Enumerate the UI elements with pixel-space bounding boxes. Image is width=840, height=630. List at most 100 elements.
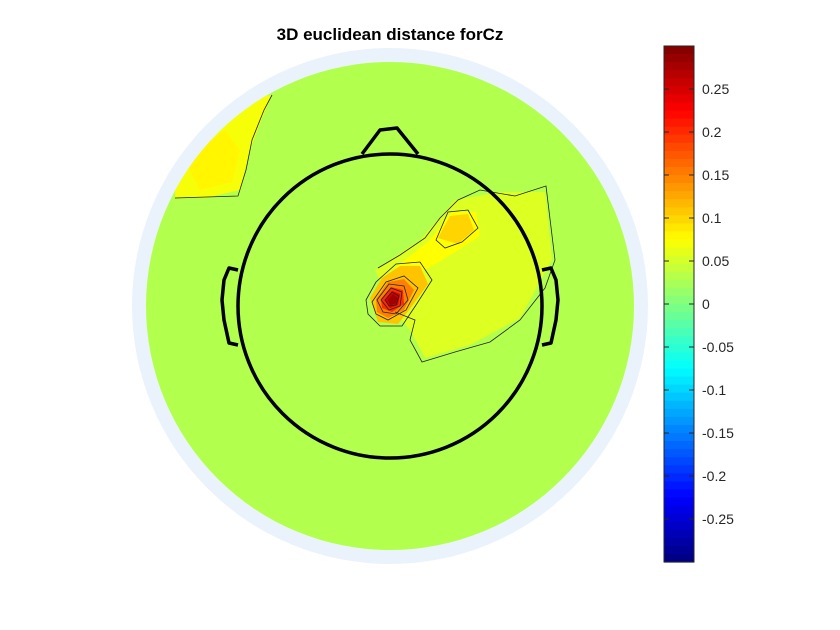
colorbar-step: [664, 497, 694, 507]
colorbar-tick-label: -0.2: [702, 468, 726, 484]
colorbar-step: [664, 70, 694, 79]
contour-right-inner: [435, 209, 479, 249]
colorbar-step: [664, 231, 694, 241]
contour-center-3: [376, 283, 409, 315]
colorbar-step: [664, 215, 694, 224]
colorbar-step: [664, 505, 694, 515]
colorbar-step: [664, 368, 694, 378]
colorbar-step: [664, 392, 694, 402]
contour-center-2: [371, 275, 419, 321]
colorbar-step: [664, 126, 694, 136]
colorbar-step: [664, 175, 694, 184]
colorbar-step: [664, 239, 694, 249]
colorbar-step: [664, 134, 694, 144]
colorbar-step: [664, 465, 694, 474]
colorbar-step: [664, 433, 694, 442]
topographic-map: [132, 48, 648, 564]
colorbar-step: [664, 287, 694, 297]
colorbar-step: [664, 54, 694, 63]
colorbar-step: [664, 263, 694, 273]
colorbar-tick-label: -0.05: [702, 339, 734, 355]
colorbar-step: [664, 102, 694, 112]
nose-icon: [360, 126, 420, 156]
colorbar-step: [664, 304, 694, 313]
colorbar-step: [664, 86, 694, 95]
colorbar: 0.25 0.2 0.15 0.1 0.05 0 -0.05 -0.1 -0.15 -0.2 -0.…: [663, 45, 734, 563]
colorbar-tick-label: 0.1: [702, 210, 722, 226]
colorbar-step: [664, 255, 694, 265]
chart-title: 3D euclidean distance forCz: [277, 25, 504, 44]
map-blob: [375, 192, 552, 358]
colorbar-step: [664, 78, 694, 87]
colorbar-step: [664, 166, 694, 176]
colorbar-step: [664, 279, 694, 289]
right-ear-icon: [541, 266, 560, 347]
colorbar-step: [664, 457, 694, 466]
colorbar-step: [664, 199, 694, 208]
colorbar-step: [664, 295, 694, 305]
colorbar-step: [664, 150, 694, 160]
colorbar-step: [664, 424, 694, 434]
colorbar-step: [664, 416, 694, 426]
colorbar-tick-label: 0.15: [702, 167, 729, 183]
colorbar-tick-label: -0.1: [702, 382, 726, 398]
colorbar-step: [664, 336, 694, 345]
colorbar-step: [664, 62, 694, 71]
colorbar-step: [664, 529, 694, 539]
colorbar-step: [664, 384, 694, 394]
left-ear-icon: [220, 266, 239, 347]
contour-center-4: [380, 287, 403, 311]
colorbar-step: [664, 110, 694, 120]
colorbar-step: [664, 408, 694, 418]
colorbar-step: [664, 320, 694, 329]
colorbar-step: [664, 158, 694, 168]
colorbar-step: [664, 489, 694, 499]
colorbar-step: [664, 545, 694, 555]
colorbar-step: [664, 191, 694, 200]
colorbar-step: [664, 513, 694, 523]
colorbar-step: [664, 118, 694, 128]
head-outline: [220, 126, 560, 460]
colorbar-step: [664, 142, 694, 152]
map-blob: [438, 214, 474, 244]
contour-topleft: [174, 94, 273, 199]
contour-right-region: [377, 185, 556, 363]
colorbar-step: [664, 537, 694, 547]
contour-center-1: [365, 261, 433, 327]
colorbar-step: [664, 376, 694, 386]
colorbar-gradient: [664, 46, 694, 563]
colorbar-step: [664, 183, 694, 192]
contour-lines: [174, 94, 556, 363]
colorbar-tick-label: 0.2: [702, 124, 722, 140]
colorbar-step: [664, 360, 694, 370]
colorbar-tick-label: 0.25: [702, 81, 729, 97]
colorbar-step: [664, 521, 694, 531]
colorbar-step: [664, 449, 694, 458]
colorbar-step: [664, 223, 694, 233]
colorbar-ticks: 0.25 0.2 0.15 0.1 0.05 0 -0.05 -0.1 -0.15 -0.2 -0.…: [664, 81, 734, 527]
colorbar-tick-label: -0.25: [702, 511, 734, 527]
colorbar-tick-label: -0.15: [702, 425, 734, 441]
colorbar-step: [664, 473, 694, 482]
colorbar-step: [664, 481, 694, 491]
contour-center-5: [384, 291, 400, 307]
colorbar-step: [664, 441, 694, 450]
colorbar-step: [664, 207, 694, 216]
colorbar-tick-label: 0.05: [702, 253, 729, 269]
colorbar-step: [664, 344, 694, 353]
colorbar-step: [664, 328, 694, 337]
map-blob: [388, 294, 398, 305]
head-circle: [236, 152, 544, 460]
colorbar-step: [664, 312, 694, 321]
colorbar-step: [664, 553, 694, 563]
colorbar-tick-label: 0: [702, 296, 710, 312]
colorbar-step: [664, 271, 694, 281]
map-blob: [185, 130, 240, 190]
colorbar-step: [664, 247, 694, 257]
map-blobs: [175, 95, 552, 358]
colorbar-step: [664, 94, 694, 104]
colorbar-step: [664, 352, 694, 362]
colorbar-step: [664, 46, 694, 55]
colorbar-step: [664, 400, 694, 410]
